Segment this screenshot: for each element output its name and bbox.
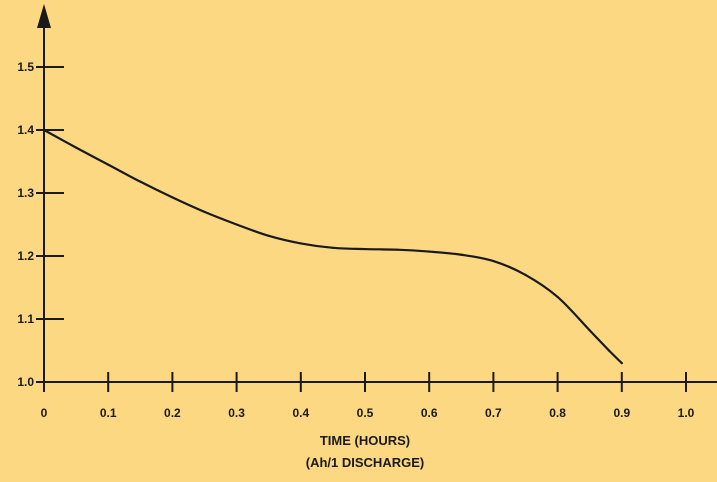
data-point	[460, 253, 463, 256]
x-tick-label: 0.1	[100, 406, 117, 420]
x-tick-label: 0.8	[549, 406, 566, 420]
data-point	[42, 128, 46, 132]
x-tick-label: 0	[41, 406, 48, 420]
axes	[37, 4, 717, 383]
data-point	[620, 362, 623, 365]
data-point	[396, 248, 399, 251]
y-tick-label: 1.4	[17, 123, 34, 137]
y-tick-label: 1.5	[17, 60, 34, 74]
data-point	[524, 273, 527, 276]
x-tick-label: 0.5	[357, 406, 374, 420]
data-point	[556, 295, 559, 299]
x-tick-label: 0.3	[228, 406, 245, 420]
data-point	[107, 163, 110, 166]
x-axis-title: TIME (HOURS)	[320, 433, 410, 448]
data-point	[235, 223, 238, 226]
x-axis-subtitle: (Ah/1 DISCHARGE)	[306, 455, 424, 470]
data-point	[139, 180, 142, 183]
x-tick-label: 0.2	[164, 406, 181, 420]
data-point	[363, 247, 367, 251]
y-tick-label: 1.1	[17, 312, 34, 326]
data-point	[299, 242, 302, 245]
y-tick-label: 1.2	[17, 249, 34, 263]
data-point	[607, 349, 611, 352]
data-point	[588, 329, 591, 332]
discharge-curve	[42, 128, 623, 365]
x-tick-label: 1.0	[678, 406, 695, 420]
x-tick-label: 0.4	[292, 406, 309, 420]
data-point	[267, 234, 270, 237]
data-point	[428, 250, 431, 253]
series	[42, 128, 623, 365]
data-point	[171, 196, 174, 199]
ticks: 0 0.1 0.2 0.3 0.4 0.5 0.6 0.7 0.8 0.9 1.0 1.0 1.1 1.2…	[17, 60, 694, 420]
y-tick-label: 1.0	[17, 375, 34, 389]
data-point	[492, 259, 495, 263]
x-tick-label: 0.7	[485, 406, 502, 420]
y-tick-label: 1.3	[17, 186, 34, 200]
x-tick-label: 0.6	[421, 406, 438, 420]
data-point	[331, 246, 334, 249]
x-tick-label: 0.9	[613, 406, 630, 420]
y-axis-arrowhead	[37, 4, 51, 28]
data-point	[75, 146, 78, 149]
data-point	[203, 210, 206, 213]
